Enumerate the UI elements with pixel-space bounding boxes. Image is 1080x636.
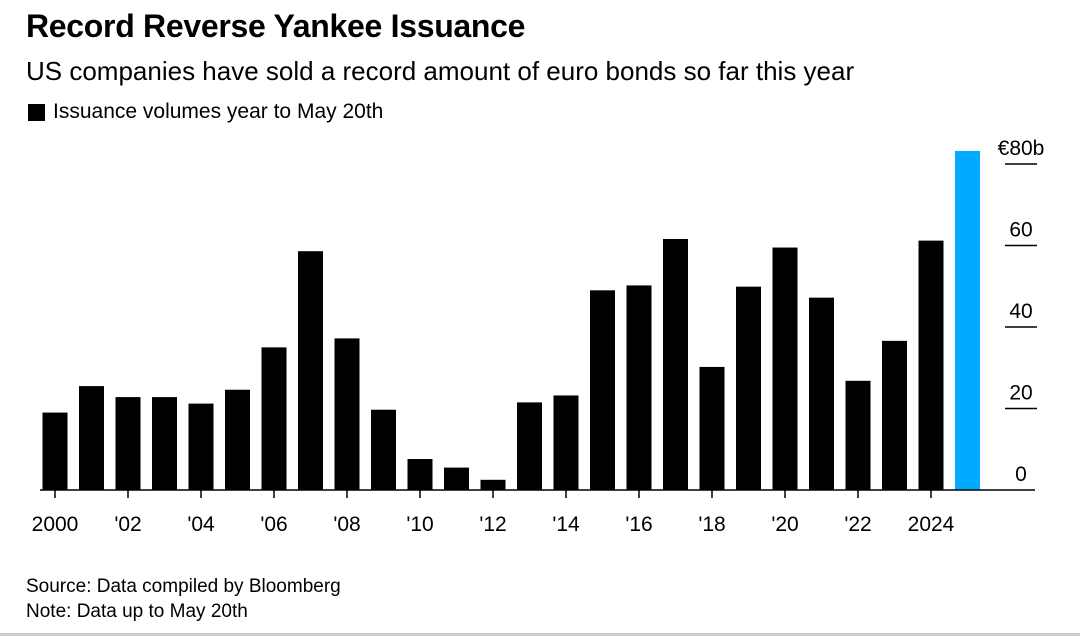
bar-2000 [42,412,68,490]
bars-group [42,150,980,490]
bar-2020 [772,247,798,490]
bar-2022 [845,380,871,490]
x-tick-label-2020: '20 [771,513,798,536]
x-tick-label-2008: '08 [333,513,360,536]
chart-title: Record Reverse Yankee Issuance [26,8,526,44]
x-tick-label-2010: '10 [406,513,433,536]
x-tick-label-2014: '14 [552,513,580,536]
x-tick-label-2000: 2000 [32,513,79,536]
bar-2017 [663,238,688,490]
y-tick-label-0: 0 [1015,463,1027,486]
y-tick-label-60: 60 [1009,219,1032,242]
bar-2025 [955,150,980,490]
bar-2018 [699,366,725,490]
bar-2021 [809,297,834,490]
x-tick-label-2004: '04 [187,513,215,536]
x-tick-label-2016: '16 [625,513,652,536]
bar-2010 [407,459,433,490]
x-tick-label-2022: '22 [844,513,871,536]
source-note: Source: Data compiled by Bloomberg [26,576,341,597]
x-axis: 2000 '02 '04 '06 '08 '10 '12 '14 '16 '18 '20 '22 202… [32,489,1035,536]
bar-2011 [444,467,469,490]
y-tick-label-40: 40 [1009,300,1032,323]
bar-2008 [334,338,360,490]
y-axis: 0 20 40 60 €80b [998,137,1045,486]
x-tick-label-2012: '12 [479,513,506,536]
bar-2024 [918,240,944,490]
bar-2006 [261,347,287,490]
bar-2023 [882,340,907,490]
bar-2014 [553,395,579,490]
x-tick-label-2024: 2024 [908,513,955,536]
bar-2001 [79,386,104,490]
legend-label: Issuance volumes year to May 20th [53,100,384,123]
bar-2004 [188,403,214,490]
bottom-divider [0,633,1080,636]
x-tick-label-2018: '18 [698,513,725,536]
bar-2015 [590,290,615,490]
x-tick-label-2006: '06 [260,513,287,536]
bar-chart: 0 20 40 60 €80b 2000 '02 '04 '06 '08 '10 '12 '14 '16… [32,137,1045,536]
bar-2013 [517,402,542,490]
bar-2005 [225,389,250,490]
bar-2009 [371,409,396,490]
bar-2003 [152,397,177,490]
bar-2016 [626,285,652,490]
data-note: Note: Data up to May 20th [26,601,248,622]
chart-subtitle: US companies have sold a record amount o… [26,56,855,86]
y-tick-label-20: 20 [1009,382,1032,405]
legend-swatch [28,103,45,121]
legend: Issuance volumes year to May 20th [28,100,383,124]
bar-2019 [736,286,761,490]
bar-2002 [115,397,141,490]
bar-2007 [298,251,323,490]
x-tick-label-2002: '02 [114,513,141,536]
y-tick-label-80: €80b [998,137,1045,160]
bar-2012 [480,479,506,490]
